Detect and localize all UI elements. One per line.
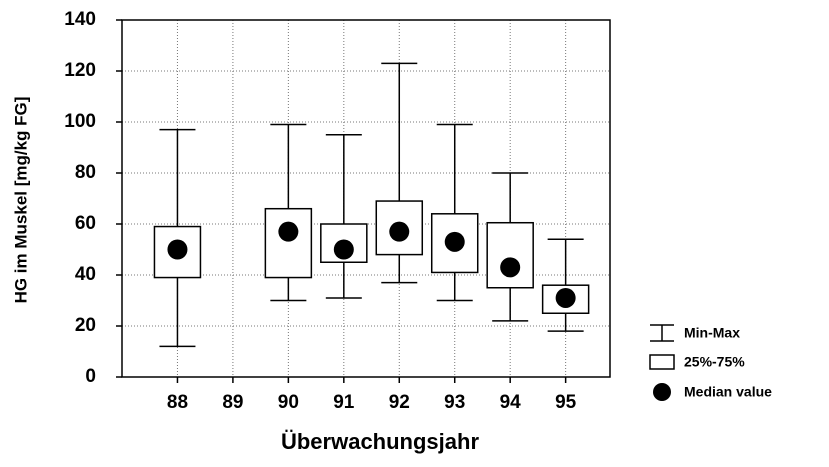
x-tick-label: 88 — [167, 392, 188, 413]
x-axis-label: Überwachungsjahr — [281, 429, 479, 454]
median-dot — [500, 257, 521, 278]
legend-label: Median value — [684, 384, 772, 400]
x-tick-label: 90 — [278, 392, 299, 413]
y-tick-label: 100 — [64, 111, 96, 132]
legend-box-icon — [649, 354, 675, 370]
y-tick-label: 80 — [75, 162, 96, 183]
legend-label: 25%-75% — [684, 354, 745, 370]
y-tick-label: 40 — [75, 264, 96, 285]
box — [486, 221, 534, 289]
x-tick-label: 92 — [389, 392, 410, 413]
median-dot — [555, 287, 576, 308]
y-axis-label: HG im Muskel [mg/kg FG] — [11, 97, 30, 304]
legend-label: Min-Max — [684, 325, 740, 341]
x-tick-label: 93 — [444, 392, 465, 413]
y-tick-label: 60 — [75, 213, 96, 234]
x-tick-label: 89 — [222, 392, 243, 413]
y-tick-label: 0 — [85, 366, 96, 387]
box — [375, 200, 424, 256]
x-tick-label: 91 — [333, 392, 355, 413]
plot-frame — [121, 19, 611, 378]
legend-median-icon — [653, 383, 671, 401]
x-tick-label: 94 — [500, 392, 522, 413]
y-tick-label: 140 — [64, 9, 96, 30]
legend: Min-Max 25%-75% Median value — [649, 324, 772, 401]
median-dot — [444, 231, 465, 252]
median-dot — [333, 239, 354, 260]
median-dot — [167, 239, 188, 260]
median-dot — [389, 221, 410, 242]
box — [264, 207, 313, 279]
x-tick-label: 95 — [555, 392, 577, 413]
y-tick-label: 20 — [75, 315, 96, 336]
y-tick-label: 120 — [64, 60, 96, 81]
median-dot — [278, 221, 299, 242]
